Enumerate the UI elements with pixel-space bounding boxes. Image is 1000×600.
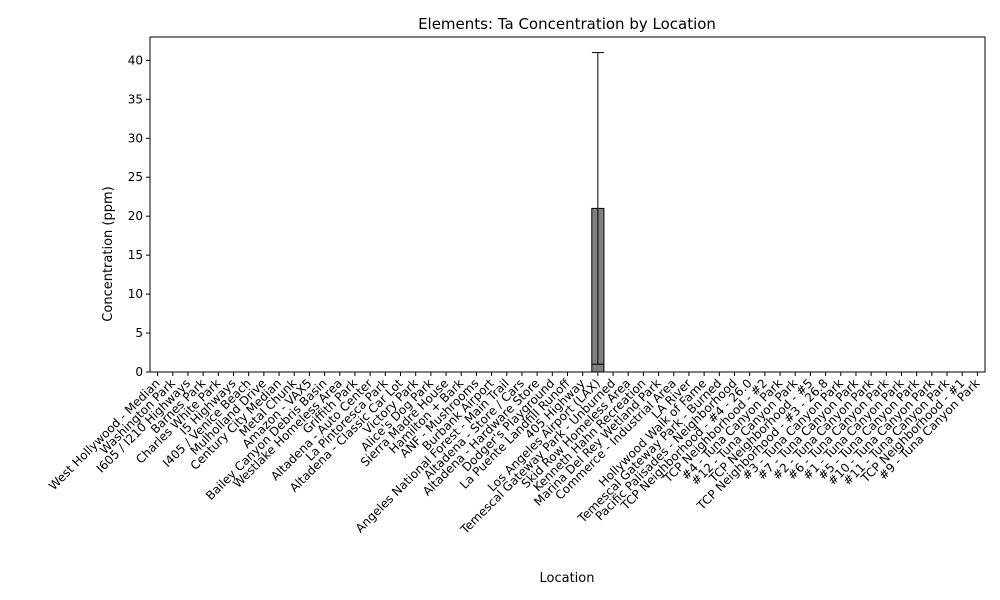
- x-axis-label: Location: [540, 571, 595, 586]
- plot-area: [149, 36, 986, 373]
- y-axis-label: Concentration (ppm): [101, 186, 116, 321]
- y-tick-label: 20: [128, 209, 143, 223]
- y-tick-label: 30: [128, 131, 143, 145]
- y-tick-label: 40: [128, 53, 143, 67]
- y-tick-label: 15: [128, 248, 143, 262]
- y-tick-label: 10: [128, 287, 143, 301]
- y-axis: 0 5 10 15 20 25 30 35 40: [128, 53, 150, 379]
- y-tick-label: 0: [135, 365, 143, 379]
- chart-title: Elements: Ta Concentration by Location: [418, 15, 716, 33]
- y-tick-label: 35: [128, 92, 143, 106]
- plot-frame: [149, 36, 986, 373]
- y-tick-label: 5: [135, 326, 143, 340]
- y-tick-label: 25: [128, 170, 143, 184]
- x-tick-label: West Hollywood - Median: [46, 376, 163, 493]
- error-bar: [591, 52, 604, 365]
